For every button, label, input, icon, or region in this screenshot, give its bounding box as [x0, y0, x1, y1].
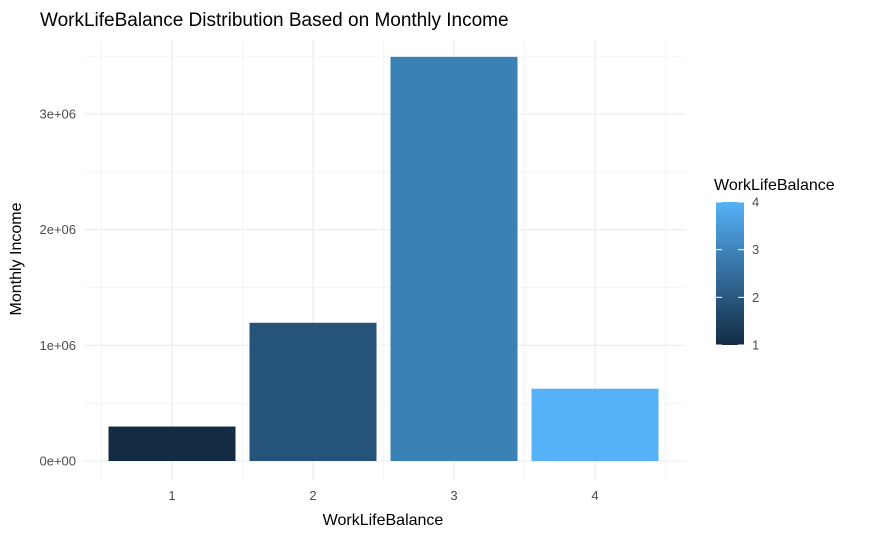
y-tick-label: 3e+06 [39, 107, 76, 122]
x-axis-title: WorkLifeBalance [323, 512, 444, 529]
bar-3 [390, 56, 518, 462]
y-tick-label: 2e+06 [39, 222, 76, 237]
chart-title: WorkLifeBalance Distribution Based on Mo… [40, 10, 509, 31]
legend-tick-label: 3 [752, 242, 759, 257]
x-axis: 1 2 3 4 [168, 488, 598, 503]
y-tick-label: 1e+06 [39, 338, 76, 353]
bar-4 [531, 388, 659, 461]
x-tick-label: 4 [591, 488, 598, 503]
y-axis: 0e+00 1e+06 2e+06 3e+06 [39, 107, 76, 469]
y-axis-title: Monthly Income [8, 202, 25, 315]
y-tick-label: 0e+00 [39, 454, 76, 469]
legend-tick-label: 4 [752, 195, 759, 210]
bar-1 [108, 426, 236, 461]
x-tick-label: 1 [168, 488, 175, 503]
legend-tick-label: 2 [752, 290, 759, 305]
legend-tick-label: 1 [752, 338, 759, 353]
bars [108, 56, 659, 462]
bar-2 [249, 322, 377, 461]
x-tick-label: 3 [450, 488, 457, 503]
legend-ticks: 1 2 3 4 [716, 195, 759, 353]
legend: WorkLifeBalance 1 2 3 4 [714, 177, 835, 353]
x-tick-label: 2 [309, 488, 316, 503]
legend-title: WorkLifeBalance [714, 177, 835, 194]
legend-colorbar [716, 202, 744, 345]
